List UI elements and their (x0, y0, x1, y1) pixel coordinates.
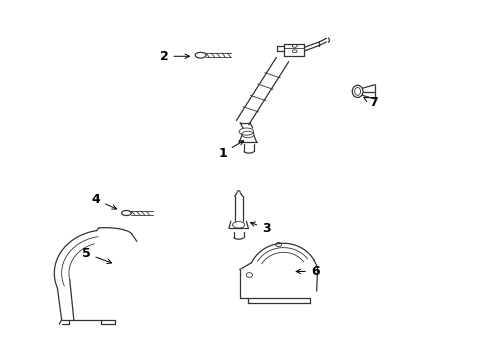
Text: 4: 4 (91, 193, 116, 209)
Text: 7: 7 (363, 96, 377, 109)
Text: 3: 3 (250, 222, 270, 235)
Text: 5: 5 (81, 247, 111, 264)
Text: 1: 1 (218, 141, 243, 159)
Text: 2: 2 (160, 50, 189, 63)
Text: 6: 6 (296, 265, 319, 278)
